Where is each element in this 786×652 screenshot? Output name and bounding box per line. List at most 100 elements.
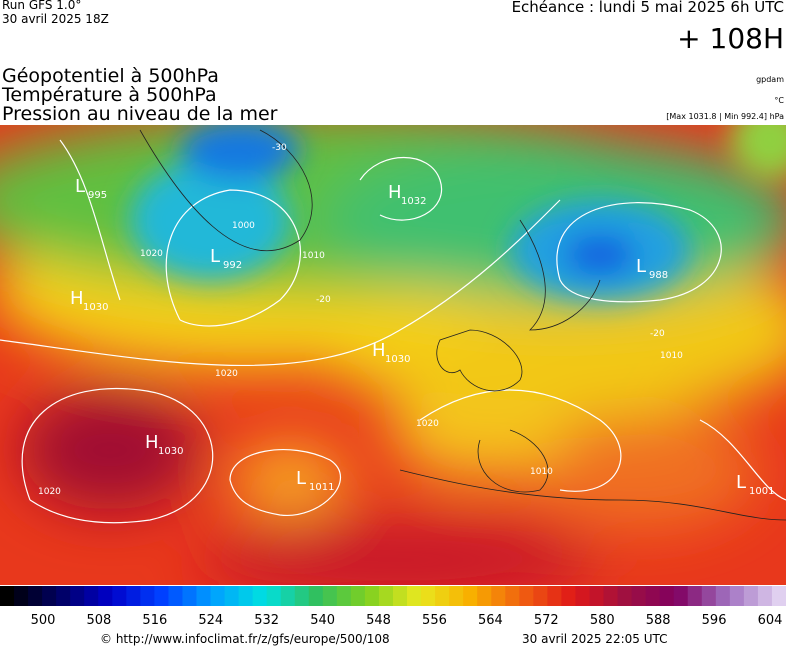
center-value: 1011 [309,482,334,493]
scale-label: 548 [366,613,391,628]
center-letter: H [70,288,84,309]
center-letter: H [372,340,386,361]
scale-swatch [168,586,183,606]
scale-swatch [659,586,675,606]
scale-swatch [98,586,113,606]
contour-label: 1010 [302,251,325,261]
contour-label: 1000 [232,221,255,231]
field-title: Géopotentiel à 500hPa [2,65,219,87]
scale-swatch [238,586,254,606]
center-letter: L [210,246,220,267]
scale-swatch [589,586,605,606]
scale-swatch [378,586,394,606]
echeance: Echéance : lundi 5 mai 2025 6h UTC [512,0,784,16]
scale-swatch [196,586,212,606]
center-letter: L [75,176,85,197]
unit-label: °C [774,96,784,105]
scale-swatch [140,586,155,606]
scale-swatch [56,586,71,606]
center-value: 1030 [83,302,108,313]
center-value: 995 [88,190,107,201]
scale-swatch [0,586,15,606]
contour-label: 1020 [38,487,61,497]
scale-label: 588 [646,613,671,628]
field-title: Température à 500hPa [1,84,217,106]
scale-label: 604 [758,613,783,628]
scale-swatch [364,586,380,606]
center-value: 1030 [158,446,183,457]
scale-swatch [407,586,422,606]
scale-swatch [631,586,647,606]
field-title: Pression au niveau de la mer [2,103,278,125]
scale-swatch [350,586,366,606]
contour-label: -20 [316,295,331,305]
scale-label: 596 [702,613,727,628]
run-date: 30 avril 2025 18Z [2,12,109,26]
lead-time: + 108H [677,22,784,55]
scale-swatch [126,586,141,606]
run-label: Run GFS 1.0° [2,0,81,12]
scale-swatch [308,586,324,606]
center-letter: L [736,472,746,493]
scale-swatch [336,586,352,606]
scale-swatch [294,586,310,606]
scale-label: 500 [31,613,56,628]
scale-swatch [645,586,661,606]
scale-label: 556 [422,613,447,628]
unit-label: [Max 1031.8 | Min 992.4] hPa [666,112,784,121]
unit-label: gpdam [756,75,784,84]
scale-swatch [729,586,745,606]
scale-swatch [421,586,436,606]
scale-swatch [393,586,408,606]
scale-swatch [322,586,338,606]
scale-label: 540 [310,613,335,628]
scale-swatch [252,586,268,606]
scale-swatch [112,586,127,606]
scale-label: 524 [198,613,223,628]
contour-label: -20 [650,329,665,339]
center-value: 992 [223,260,242,271]
isobars [0,139,786,524]
scale-swatch [533,586,548,606]
contour-label: 1020 [140,249,163,259]
scale-swatch [449,586,464,606]
scale-swatch [505,586,520,606]
scale-swatch [435,586,450,606]
scale-label: 572 [534,613,559,628]
center-letter: H [145,432,159,453]
scale-swatch [491,586,506,606]
scale-label: 532 [254,613,279,628]
scale-swatch [701,586,717,606]
scale-label: 580 [590,613,615,628]
footer-url: © http://www.infoclimat.fr/z/gfs/europe/… [100,632,390,646]
scale-swatch [42,586,57,606]
center-value: 1032 [401,196,426,207]
center-value: 988 [649,270,668,281]
scale-swatch [154,586,169,606]
center-letter: L [636,256,646,277]
contour-label: -30 [272,143,287,153]
scale-swatch [14,586,29,606]
scale-swatch [224,586,240,606]
scale-swatch [519,586,534,606]
scale-swatch [463,586,478,606]
scale-label: 564 [478,613,503,628]
scale-swatch [70,586,85,606]
scale-swatch [84,586,99,606]
scale-label: 516 [142,613,167,628]
scale-swatch [210,586,226,606]
center-letter: L [296,468,306,489]
scale-swatch [182,586,197,606]
contour-label: 1010 [660,351,683,361]
scale-swatch [561,586,576,606]
scale-swatch [28,586,43,606]
center-letter: H [388,182,402,203]
footer-date: 30 avril 2025 22:05 UTC [522,632,668,646]
scale-swatch [547,586,562,606]
center-value: 1001 [749,486,774,497]
scale-swatch [266,586,282,606]
